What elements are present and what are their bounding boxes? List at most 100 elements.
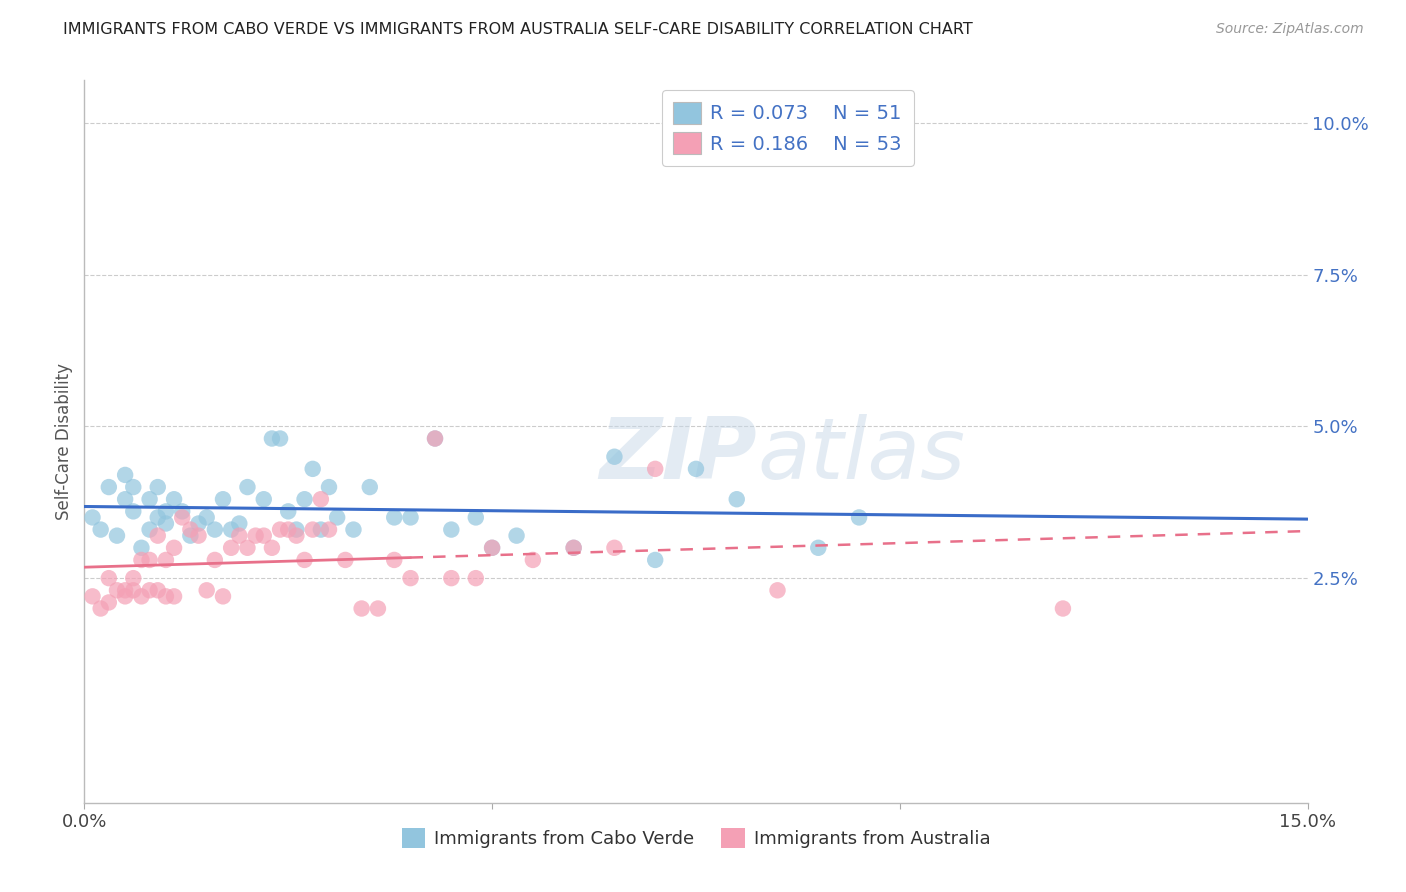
Point [138, 523, 160, 537]
Point [195, 510, 218, 524]
Point [114, 590, 136, 604]
Text: Source: ZipAtlas.com: Source: ZipAtlas.com [1216, 22, 1364, 37]
Point [219, 523, 242, 537]
Point [423, 432, 446, 446]
Point [212, 492, 235, 507]
Point [359, 480, 381, 494]
Legend: Immigrants from Cabo Verde, Immigrants from Australia: Immigrants from Cabo Verde, Immigrants f… [394, 821, 998, 855]
Point [146, 583, 169, 598]
Point [172, 504, 194, 518]
Point [163, 492, 186, 507]
Text: IMMIGRANTS FROM CABO VERDE VS IMMIGRANTS FROM AUSTRALIA SELF-CARE DISABILITY COR: IMMIGRANTS FROM CABO VERDE VS IMMIGRANTS… [63, 22, 973, 37]
Point [294, 492, 316, 507]
Point [399, 571, 422, 585]
Point [1052, 601, 1074, 615]
Point [155, 590, 177, 604]
Point [318, 480, 340, 494]
Point [277, 504, 299, 518]
Point [367, 601, 389, 615]
Point [163, 541, 186, 555]
Point [253, 529, 276, 543]
Point [440, 571, 463, 585]
Point [97, 480, 120, 494]
Point [440, 523, 463, 537]
Point [309, 492, 332, 507]
Point [131, 590, 153, 604]
Point [848, 510, 870, 524]
Point [228, 529, 250, 543]
Point [309, 523, 332, 537]
Point [481, 541, 503, 555]
Point [82, 590, 104, 604]
Point [90, 601, 112, 615]
Point [269, 523, 291, 537]
Point [236, 480, 259, 494]
Point [97, 571, 120, 585]
Point [326, 510, 349, 524]
Point [114, 492, 136, 507]
Point [464, 571, 486, 585]
Point [122, 480, 145, 494]
Point [644, 462, 666, 476]
Point [245, 529, 267, 543]
Point [228, 516, 250, 531]
Point [138, 553, 160, 567]
Point [285, 529, 308, 543]
Point [603, 541, 626, 555]
Point [122, 571, 145, 585]
Point [382, 510, 405, 524]
Point [138, 583, 160, 598]
Point [350, 601, 373, 615]
Point [105, 529, 128, 543]
Point [382, 553, 405, 567]
Text: atlas: atlas [758, 415, 965, 498]
Point [277, 523, 299, 537]
Point [236, 541, 259, 555]
Point [212, 590, 235, 604]
Point [522, 553, 544, 567]
Point [131, 553, 153, 567]
Point [82, 510, 104, 524]
Point [155, 504, 177, 518]
Point [294, 553, 316, 567]
Point [90, 523, 112, 537]
Point [423, 432, 446, 446]
Point [269, 432, 291, 446]
Point [505, 529, 527, 543]
Text: ZIP: ZIP [599, 415, 758, 498]
Point [301, 462, 323, 476]
Point [138, 492, 160, 507]
Point [155, 553, 177, 567]
Point [603, 450, 626, 464]
Point [260, 541, 283, 555]
Y-axis label: Self-Care Disability: Self-Care Disability [55, 363, 73, 520]
Point [807, 541, 830, 555]
Point [766, 583, 789, 598]
Point [163, 590, 186, 604]
Point [285, 523, 308, 537]
Point [204, 553, 226, 567]
Point [105, 583, 128, 598]
Point [644, 553, 666, 567]
Point [399, 510, 422, 524]
Point [114, 583, 136, 598]
Point [253, 492, 276, 507]
Point [146, 510, 169, 524]
Point [464, 510, 486, 524]
Point [562, 541, 585, 555]
Point [260, 432, 283, 446]
Point [155, 516, 177, 531]
Point [114, 467, 136, 482]
Point [172, 510, 194, 524]
Point [342, 523, 364, 537]
Point [187, 529, 209, 543]
Point [725, 492, 748, 507]
Point [187, 516, 209, 531]
Point [122, 504, 145, 518]
Point [131, 541, 153, 555]
Point [179, 529, 201, 543]
Point [685, 462, 707, 476]
Point [481, 541, 503, 555]
Point [562, 541, 585, 555]
Point [146, 480, 169, 494]
